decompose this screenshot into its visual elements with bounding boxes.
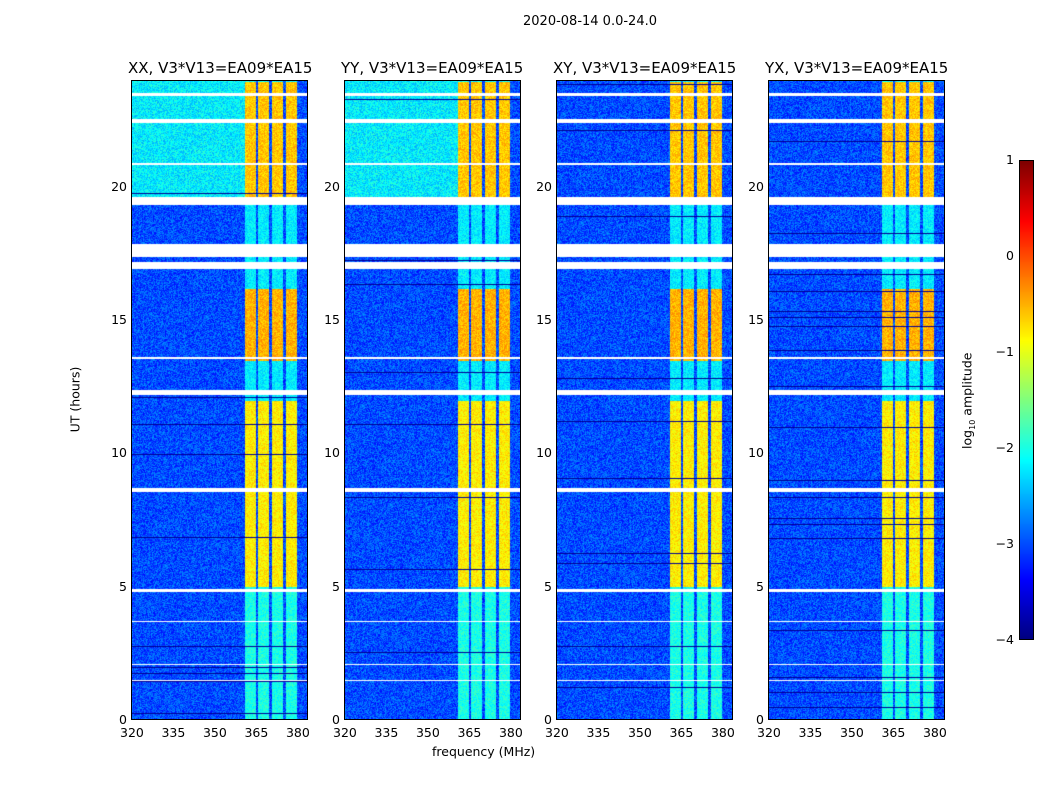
y-tick-label: 10 bbox=[536, 445, 552, 461]
colorbar-tick-label: 0 bbox=[1006, 248, 1014, 263]
colorbar-tick-label: −1 bbox=[995, 344, 1014, 359]
panel-title: YY, V3*V13=EA09*EA15 bbox=[341, 59, 524, 77]
x-tick-label: 335 bbox=[586, 725, 611, 740]
panel-title: YX, V3*V13=EA09*EA15 bbox=[765, 59, 949, 77]
spectrogram-image bbox=[345, 81, 520, 719]
spectrogram-image bbox=[769, 81, 944, 719]
y-tick-label: 0 bbox=[119, 712, 127, 727]
y-tick-label: 20 bbox=[536, 178, 552, 194]
y-tick-label: 15 bbox=[748, 312, 764, 327]
x-tick-label: 365 bbox=[244, 725, 269, 740]
y-tick-label: 5 bbox=[544, 578, 552, 594]
x-tick-label: 365 bbox=[669, 725, 694, 740]
y-tick-label: 15 bbox=[324, 312, 340, 327]
y-tick-label: 10 bbox=[324, 445, 340, 461]
x-tick-label: 380 bbox=[498, 725, 523, 740]
y-tick-label: 5 bbox=[756, 578, 764, 594]
y-tick-label: 0 bbox=[756, 712, 764, 727]
y-tick-label: 0 bbox=[544, 712, 552, 727]
x-tick-label: 320 bbox=[757, 725, 781, 740]
y-tick-label: 15 bbox=[536, 312, 552, 327]
colorbar-tick-label: −2 bbox=[995, 440, 1014, 455]
x-tick-label: 335 bbox=[374, 725, 399, 740]
y-tick-label: 5 bbox=[119, 578, 127, 594]
x-tick-label: 365 bbox=[457, 725, 482, 740]
colorbar-tick-label: 1 bbox=[1006, 152, 1014, 167]
x-tick-label: 320 bbox=[545, 725, 569, 740]
figure-title: 2020-08-14 0.0-24.0 bbox=[523, 14, 657, 29]
x-tick-label: 335 bbox=[161, 725, 186, 740]
y-axis-label: UT (hours) bbox=[67, 366, 83, 433]
x-tick-label: 335 bbox=[798, 725, 823, 740]
spectrogram-panel bbox=[556, 80, 733, 720]
x-tick-label: 350 bbox=[627, 725, 652, 740]
spectrogram-panel bbox=[768, 80, 945, 720]
colorbar-label: log10 amplitude bbox=[959, 352, 977, 449]
spectrogram-image bbox=[557, 81, 732, 719]
x-axis-label: frequency (MHz) bbox=[432, 744, 536, 759]
x-tick-label: 350 bbox=[202, 725, 227, 740]
spectrogram-image bbox=[132, 81, 307, 719]
y-tick-label: 10 bbox=[111, 445, 127, 461]
x-tick-label: 320 bbox=[333, 725, 357, 740]
y-tick-label: 10 bbox=[748, 445, 764, 461]
x-tick-label: 380 bbox=[710, 725, 735, 740]
colorbar-tick-label: −3 bbox=[995, 536, 1014, 551]
x-tick-label: 380 bbox=[922, 725, 947, 740]
x-tick-label: 365 bbox=[881, 725, 906, 740]
y-tick-label: 20 bbox=[748, 178, 764, 194]
panel-title: XX, V3*V13=EA09*EA15 bbox=[128, 59, 313, 77]
x-tick-label: 320 bbox=[120, 725, 144, 740]
spectrogram-panel bbox=[344, 80, 521, 720]
colorbar bbox=[1019, 160, 1034, 640]
spectrogram-panel bbox=[131, 80, 308, 720]
x-tick-label: 350 bbox=[839, 725, 864, 740]
y-tick-label: 20 bbox=[324, 178, 340, 194]
panel-title: XY, V3*V13=EA09*EA15 bbox=[553, 59, 737, 77]
x-tick-label: 380 bbox=[285, 725, 310, 740]
y-tick-label: 0 bbox=[332, 712, 340, 727]
x-tick-label: 350 bbox=[415, 725, 440, 740]
y-tick-label: 15 bbox=[111, 312, 127, 327]
y-tick-label: 20 bbox=[111, 178, 127, 194]
y-tick-label: 5 bbox=[332, 578, 340, 594]
colorbar-tick-label: −4 bbox=[995, 632, 1014, 647]
